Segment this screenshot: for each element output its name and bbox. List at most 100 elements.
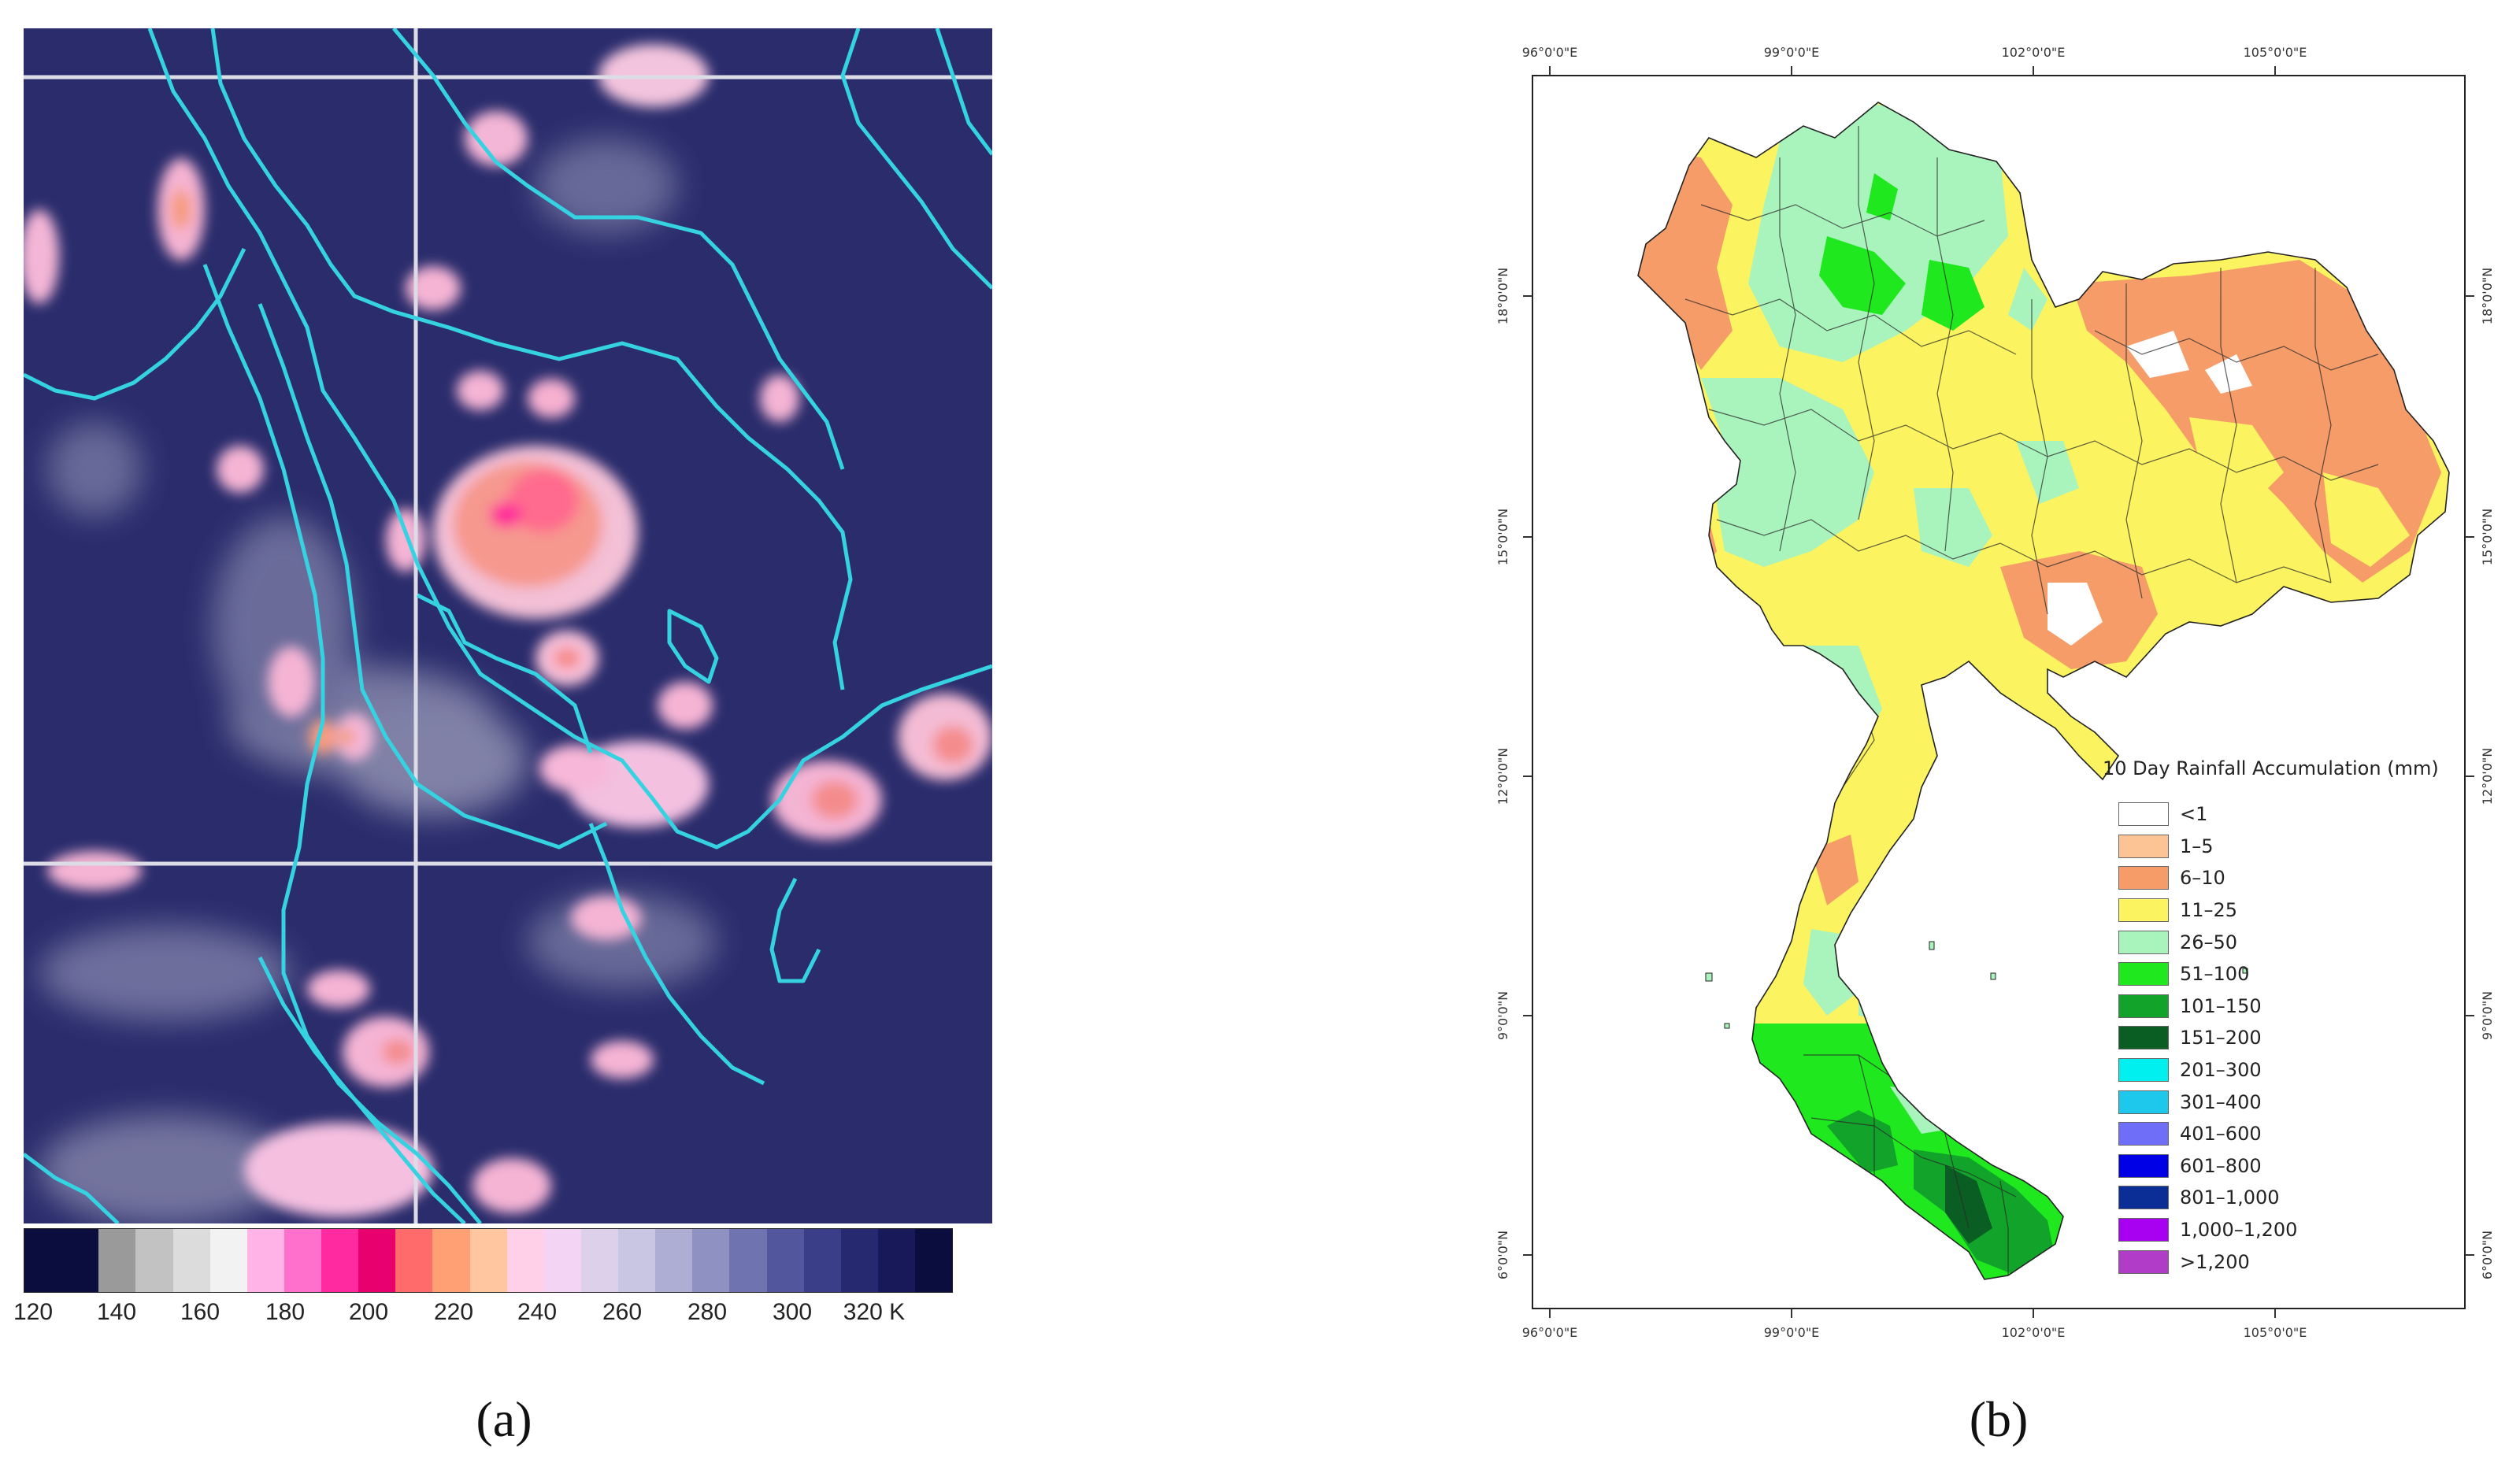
x-tick-label: 105°0'0"E xyxy=(2244,45,2307,60)
legend-label: >1,200 xyxy=(2180,1250,2250,1273)
colorbar-tick-label: 240 xyxy=(517,1299,558,1325)
colorbar-tick-label: 180 xyxy=(265,1299,306,1325)
colorbar-segment xyxy=(766,1229,804,1292)
legend-item: 101–150 xyxy=(2118,990,2481,1023)
legend-item: 601–800 xyxy=(2118,1150,2481,1183)
legend-title: 10 Day Rainfall Accumulation (mm) xyxy=(2103,757,2439,779)
x-tick-label: 105°0'0"E xyxy=(2244,1325,2307,1340)
legend-swatch xyxy=(2118,898,2169,923)
legend-label: 11–25 xyxy=(2180,899,2238,922)
rainfall-map: 96°0'0"E 99°0'0"E 102°0'0"E 105°0'0"E 96… xyxy=(1495,45,2495,1340)
colorbar-tick-label: 140 xyxy=(96,1299,137,1325)
x-tick-labels-top: 96°0'0"E 99°0'0"E 102°0'0"E 105°0'0"E xyxy=(1522,45,2307,60)
y-tick-label: 18°0'0"N xyxy=(2480,268,2495,324)
colorbar-tick-label: 200 xyxy=(348,1299,389,1325)
y-tick-label: 6°0'0"N xyxy=(1495,1231,1510,1279)
colorbar-segment xyxy=(284,1229,321,1292)
colorbar-segment xyxy=(506,1229,544,1292)
convective-clouds xyxy=(24,44,992,1217)
temperature-colorbar xyxy=(24,1228,953,1293)
legend-item: 26–50 xyxy=(2118,926,2481,958)
colorbar-segment xyxy=(877,1229,915,1292)
colorbar-segment xyxy=(135,1229,173,1292)
legend-label: 26–50 xyxy=(2180,931,2238,953)
x-tick-label: 96°0'0"E xyxy=(1522,45,1578,60)
colorbar-segment xyxy=(692,1229,730,1292)
colorbar-segment xyxy=(618,1229,656,1292)
legend-swatch xyxy=(2118,962,2169,987)
x-tick-labels-bottom: 96°0'0"E 99°0'0"E 102°0'0"E 105°0'0"E xyxy=(1522,1325,2307,1340)
legend-label: 301–400 xyxy=(2180,1090,2262,1113)
legend-label: 601–800 xyxy=(2180,1154,2262,1177)
x-tick-label: 102°0'0"E xyxy=(2002,45,2066,60)
y-tick-label: 9°0'0"N xyxy=(2480,991,2495,1040)
colorbar-segment xyxy=(395,1229,433,1292)
legend-swatch xyxy=(2118,1186,2169,1210)
colorbar-tick-label: 300 xyxy=(772,1299,813,1325)
legend-swatch xyxy=(2118,1218,2169,1242)
legend-label: 101–150 xyxy=(2180,994,2262,1017)
legend-item: 801–1,000 xyxy=(2118,1182,2481,1214)
legend-item: 301–400 xyxy=(2118,1086,2481,1118)
legend-item: <1 xyxy=(2118,798,2481,831)
y-tick-label: 12°0'0"N xyxy=(2480,748,2495,805)
islands xyxy=(1705,941,2248,1029)
legend-swatch xyxy=(2118,1153,2169,1178)
legend-swatch xyxy=(2118,1090,2169,1114)
colorbar-segment xyxy=(246,1229,284,1292)
legend-item: 401–600 xyxy=(2118,1118,2481,1150)
panel-b-caption: (b) xyxy=(1969,1391,2029,1447)
colorbar-segment xyxy=(469,1229,507,1292)
y-tick-label: 18°0'0"N xyxy=(1495,268,1510,324)
legend-label: 401–600 xyxy=(2180,1123,2262,1146)
y-tick-labels-left: 18°0'0"N 15°0'0"N 12°0'0"N 9°0'0"N 6°0'0… xyxy=(1495,268,1510,1279)
colorbar-tick-label: 260 xyxy=(602,1299,643,1325)
legend-item: 11–25 xyxy=(2118,894,2481,927)
colorbar-segment xyxy=(655,1229,693,1292)
lat-lon-grid xyxy=(24,28,992,1223)
x-tick-label: 99°0'0"E xyxy=(1764,1325,1820,1340)
x-tick-label: 102°0'0"E xyxy=(2002,1325,2066,1340)
y-tick-label: 12°0'0"N xyxy=(1495,748,1510,805)
y-tick-label: 15°0'0"N xyxy=(1495,509,1510,565)
legend-item: 1,000–1,200 xyxy=(2118,1214,2481,1246)
legend-swatch xyxy=(2118,1058,2169,1083)
legend-label: 801–1,000 xyxy=(2180,1186,2280,1209)
coastlines xyxy=(24,28,992,1223)
colorbar-tick-label: 280 xyxy=(687,1299,728,1325)
colorbar-segment xyxy=(803,1229,841,1292)
colorbar-segment xyxy=(321,1229,359,1292)
y-tick-labels-right: 18°0'0"N 15°0'0"N 12°0'0"N 9°0'0"N 6°0'0… xyxy=(2480,268,2495,1279)
legend-swatch xyxy=(2118,1026,2169,1050)
legend-item: 151–200 xyxy=(2118,1022,2481,1054)
colorbar-tick-label: 220 xyxy=(433,1299,474,1325)
colorbar-tick-label: 160 xyxy=(180,1299,220,1325)
legend-item: >1,200 xyxy=(2118,1246,2481,1278)
panel-a-caption: (a) xyxy=(476,1391,532,1447)
province-boundaries xyxy=(1684,126,2379,1275)
colorbar-tick-label: 120 xyxy=(13,1299,54,1325)
legend-label: 1–5 xyxy=(2180,835,2214,857)
colorbar-segment xyxy=(358,1229,396,1292)
satellite-ir-image xyxy=(24,28,992,1223)
rainfall-legend: 10 Day Rainfall Accumulation (mm) <1 1–5 6… xyxy=(2103,757,2481,1278)
legend-label: 151–200 xyxy=(2180,1027,2262,1049)
colorbar-segment xyxy=(98,1229,136,1292)
legend-item: 51–100 xyxy=(2118,958,2481,990)
colorbar-segment xyxy=(172,1229,210,1292)
legend-swatch xyxy=(2118,834,2169,858)
legend-item: 201–300 xyxy=(2118,1054,2481,1086)
rainfall-map-panel: 96°0'0"E 99°0'0"E 102°0'0"E 105°0'0"E 96… xyxy=(1024,0,2520,1477)
x-tick-label: 96°0'0"E xyxy=(1522,1325,1578,1340)
legend-swatch xyxy=(2118,866,2169,890)
map-ticks xyxy=(1523,66,2474,1318)
colorbar-tick-label: 320 K xyxy=(843,1299,906,1325)
x-tick-label: 99°0'0"E xyxy=(1764,45,1820,60)
colorbar-segment xyxy=(61,1229,99,1292)
y-tick-label: 15°0'0"N xyxy=(2480,509,2495,565)
legend-item: 6–10 xyxy=(2118,862,2481,894)
colorbar-segment xyxy=(840,1229,878,1292)
colorbar-segment xyxy=(729,1229,767,1292)
colorbar-segment xyxy=(432,1229,470,1292)
colorbar-segment xyxy=(24,1229,62,1292)
